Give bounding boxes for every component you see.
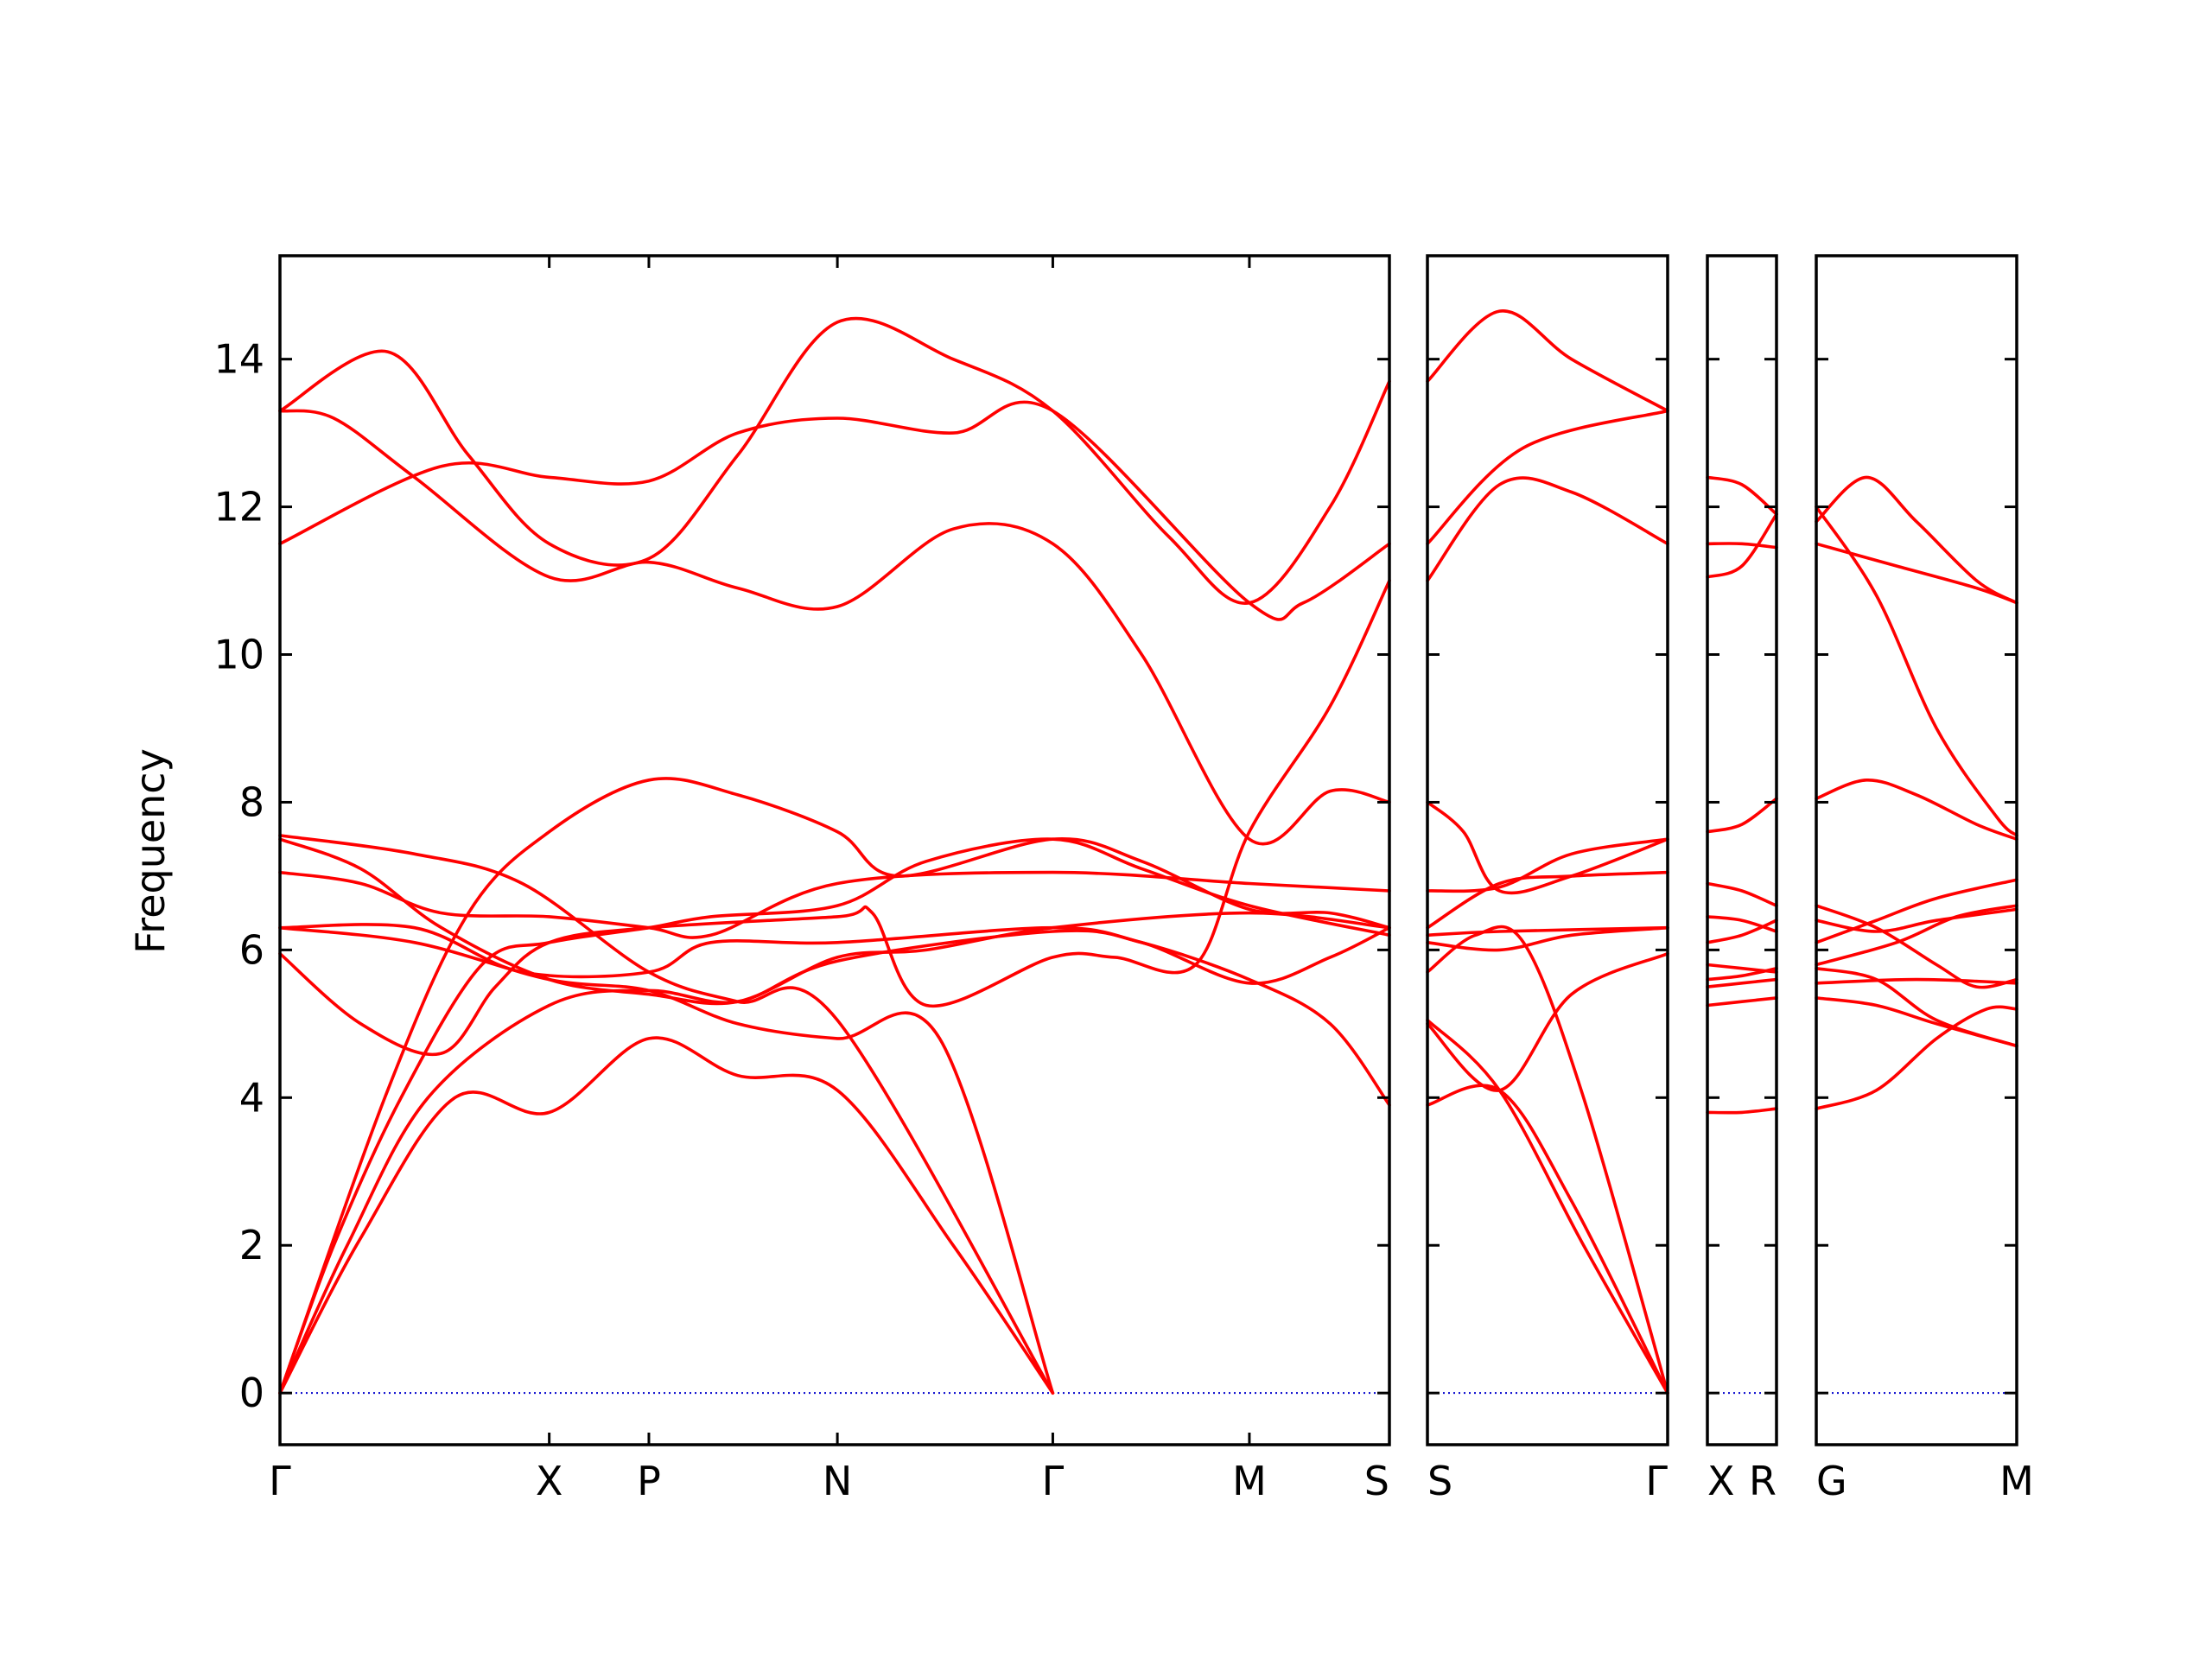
plot-frame xyxy=(1426,254,1669,1446)
band-line-6 xyxy=(1815,907,2018,933)
band-line-7 xyxy=(1815,878,2018,944)
q-point-label: X xyxy=(1707,1458,1735,1504)
band-line-10 xyxy=(1706,977,1778,988)
band-line-8 xyxy=(278,870,1391,939)
y-tick-label: 4 xyxy=(239,1074,264,1121)
q-point-label: R xyxy=(1749,1458,1777,1504)
band-line-1 xyxy=(1426,309,1669,413)
band-line-2 xyxy=(1706,512,1778,579)
q-point-label: G xyxy=(1816,1458,1847,1504)
q-point-label: Γ xyxy=(1645,1458,1668,1504)
band-line-6 xyxy=(278,923,1391,1107)
band-line-3 xyxy=(278,1036,1055,1395)
y-tick-label: 6 xyxy=(239,926,264,973)
band-line-12 xyxy=(1426,1084,1669,1395)
band-line-10 xyxy=(1815,977,2018,985)
band-line-10 xyxy=(278,834,1055,1395)
band-line-5 xyxy=(278,579,1391,1057)
y-tick-label: 14 xyxy=(213,336,264,383)
band-line-9 xyxy=(278,837,1391,1006)
band-line-6 xyxy=(1426,870,1669,930)
band-line-11 xyxy=(278,400,1391,621)
band-line-4 xyxy=(1815,778,2018,841)
y-tick-label: 8 xyxy=(239,779,264,825)
band-line-3 xyxy=(1815,542,2018,605)
band-line-7 xyxy=(278,925,1055,1395)
band-line-7 xyxy=(1706,918,1778,944)
q-point-label: M xyxy=(1232,1458,1267,1504)
band-line-12 xyxy=(1706,1107,1778,1115)
band-line-11 xyxy=(1815,996,2018,1048)
band-line-11 xyxy=(1706,996,1778,1007)
band-line-6 xyxy=(1706,915,1778,933)
y-tick-label: 0 xyxy=(239,1370,264,1416)
band-line-4 xyxy=(278,777,1391,1395)
band-line-2 xyxy=(1426,476,1669,582)
band-line-1 xyxy=(278,837,1391,1395)
band-line-5 xyxy=(1426,837,1669,893)
plot-frame xyxy=(1706,254,1778,1446)
band-line-2 xyxy=(1815,505,2018,837)
q-point-label: Γ xyxy=(1042,1458,1065,1504)
y-tick-label: 12 xyxy=(213,484,264,531)
band-line-12 xyxy=(1815,1005,2018,1110)
y-tick-label: 10 xyxy=(213,632,264,678)
y-axis-label: Frequency xyxy=(127,748,174,954)
band-line-1 xyxy=(1815,475,2018,605)
band-line-4 xyxy=(1426,800,1669,895)
band-line-8 xyxy=(1426,925,1669,1395)
q-point-label: N xyxy=(823,1458,852,1504)
band-line-11 xyxy=(1426,1018,1669,1395)
band-line-1 xyxy=(1706,475,1778,516)
band-line-10 xyxy=(1426,951,1669,1092)
plot-frame xyxy=(278,254,1391,1446)
q-point-label: X xyxy=(536,1458,563,1504)
band-line-5 xyxy=(1706,881,1778,907)
band-line-5 xyxy=(1815,904,2018,989)
band-line-9 xyxy=(1706,966,1778,982)
q-point-label: Γ xyxy=(269,1458,291,1504)
band-line-2 xyxy=(278,925,1391,1395)
band-line-12 xyxy=(278,409,1391,846)
band-line-3 xyxy=(1426,409,1669,546)
band-line-9 xyxy=(1426,925,1669,952)
panel-1: 0 2 4 6 8 10 12 14 Γ X P N Γ M S xyxy=(213,254,1391,1504)
band-line-8 xyxy=(1815,904,2018,967)
q-point-label: S xyxy=(1364,1458,1389,1504)
q-point-label: S xyxy=(1427,1458,1452,1504)
plot-frame xyxy=(1815,254,2018,1446)
q-point-label: P xyxy=(637,1458,661,1504)
band-line-4 xyxy=(1706,797,1778,834)
band-line-13 xyxy=(278,316,1391,605)
band-line-3 xyxy=(1706,542,1778,550)
q-point-label: M xyxy=(1999,1458,2034,1504)
y-tick-label: 2 xyxy=(239,1222,264,1268)
